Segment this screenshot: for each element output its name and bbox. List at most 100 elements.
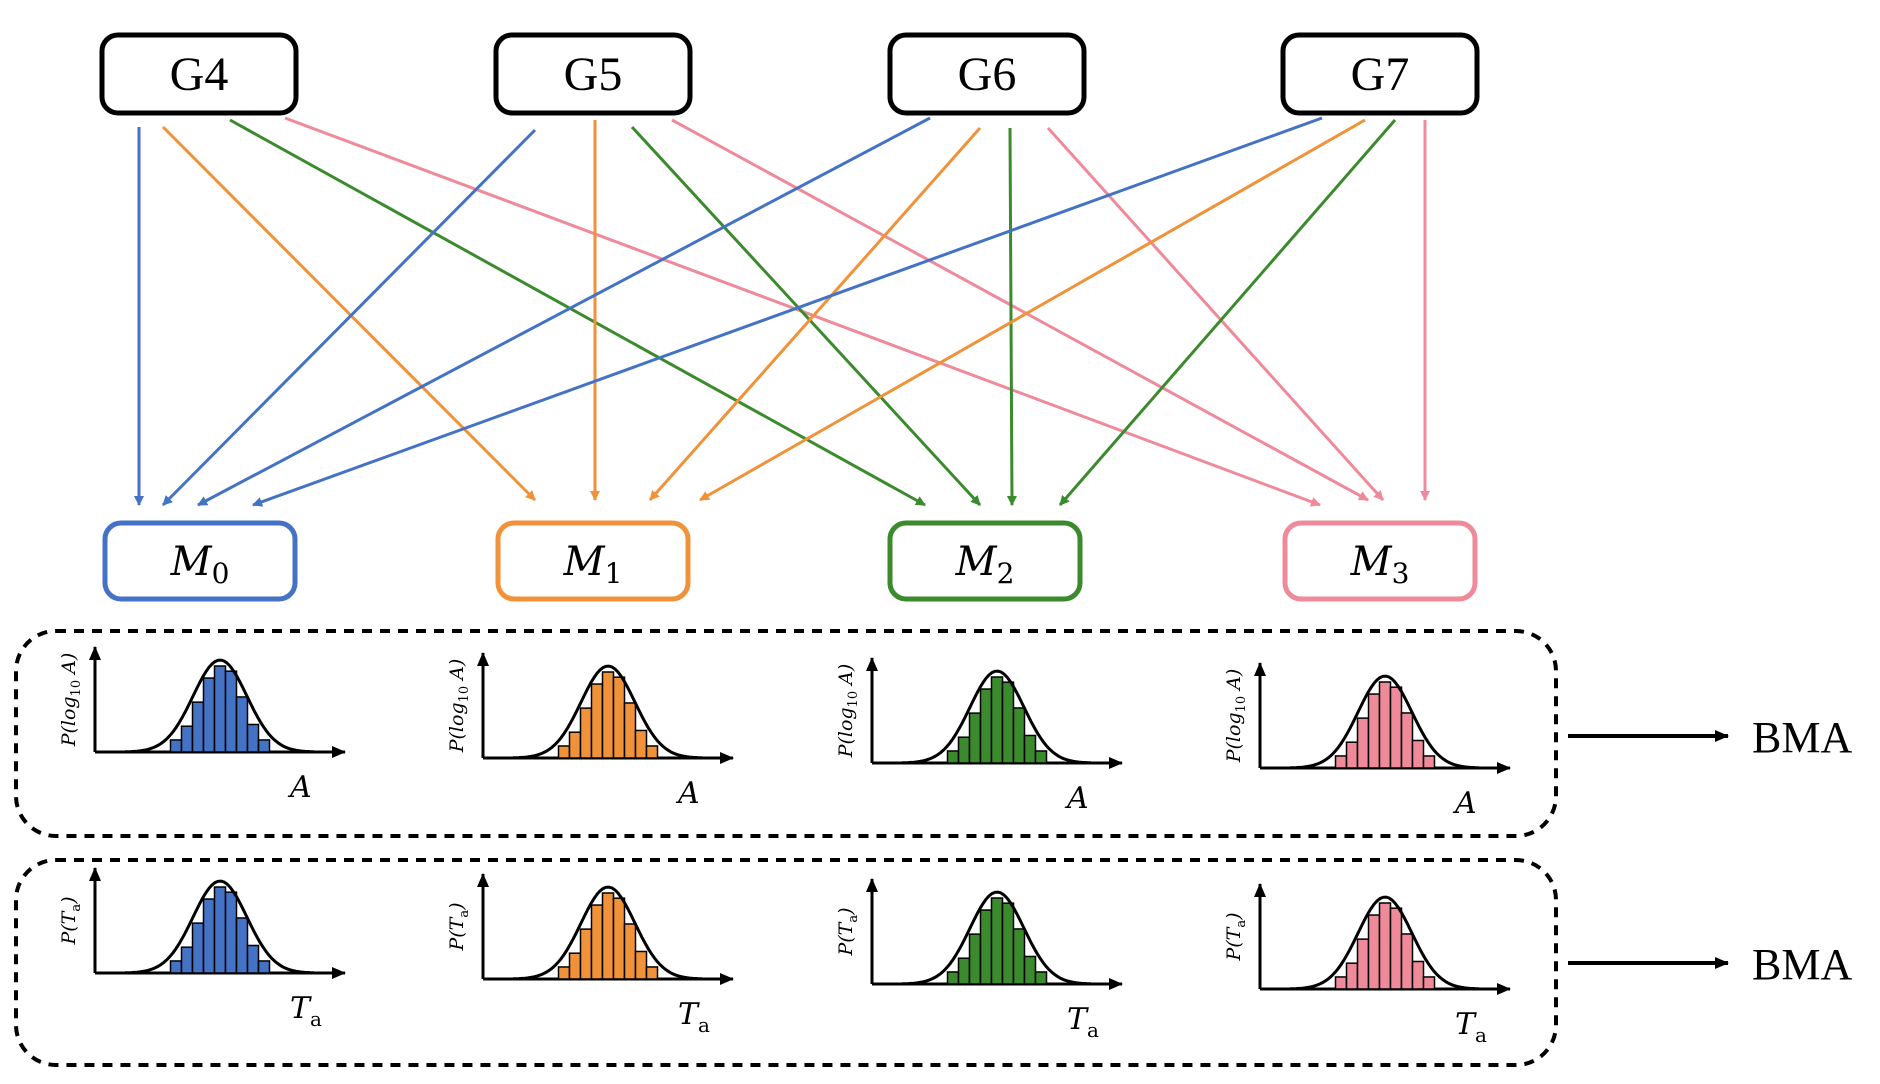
histogram-bar	[957, 957, 971, 985]
y-axis-label-sub: 10	[846, 691, 861, 708]
posterior-group-temperature	[14, 858, 1558, 1067]
x-axis-label-sub: a	[698, 1013, 710, 1037]
y-axis-label-tail: A)	[835, 664, 857, 691]
y-axis-label-tail: )	[1223, 912, 1245, 920]
histogram-bar	[568, 731, 582, 759]
posterior-plot-row1-m1: A P(log10 A)	[446, 652, 734, 811]
gaussian-curve	[1289, 895, 1480, 991]
histogram-bar	[202, 677, 216, 753]
edge-g5-to-m0	[161, 128, 537, 507]
model-node-m2: M2	[887, 520, 1083, 602]
posterior-plots: AP(log10 A)AP(log10 A)AP(log10 A)AP(log1…	[58, 646, 1511, 1047]
histogram-bar	[1012, 928, 1026, 985]
x-axis-label-main: A	[1064, 781, 1089, 816]
posterior-plot-row2-m0: Ta P(Ta)	[58, 867, 346, 1031]
y-axis-label-main: P(T	[1223, 926, 1245, 961]
histogram-bar	[612, 676, 626, 759]
histogram-bar	[1422, 976, 1436, 990]
histogram-bar	[579, 707, 593, 759]
source-node-g7: G7	[1280, 32, 1480, 116]
y-axis-label-sub: 10	[1234, 696, 1249, 713]
x-axis-label-main: A	[1452, 786, 1477, 821]
histogram-bar	[1400, 933, 1414, 990]
histogram-bar	[1345, 741, 1359, 769]
histogram-bar	[169, 960, 183, 974]
y-axis-label-tail: )	[58, 896, 80, 904]
y-axis-label: P(Ta)	[58, 896, 84, 945]
histogram-bar	[634, 729, 648, 759]
histogram-bar	[634, 950, 648, 980]
posterior-plot-row1-m3: A P(log10 A)	[1223, 662, 1511, 821]
histogram-bar	[1001, 902, 1015, 985]
histogram-bar	[1334, 755, 1348, 769]
x-axis-label-main: A	[675, 776, 700, 811]
histogram-bar	[968, 933, 982, 985]
x-axis-label: Ta	[290, 991, 322, 1031]
posterior-plot-row2-m3: TaP(Ta)	[1223, 883, 1511, 1047]
source-node-g5: G5	[493, 32, 693, 116]
edge-g4-to-m2	[229, 118, 926, 507]
histogram-bar	[257, 739, 271, 753]
x-axis-label-main: A	[287, 770, 312, 805]
bma-label: BMA	[1752, 713, 1852, 762]
histogram-bar	[1356, 938, 1370, 990]
edges-group	[134, 116, 1430, 507]
histogram-bar	[1034, 750, 1048, 764]
y-axis-label: P(log10 A)	[446, 659, 472, 754]
y-axis-label-tail: A)	[446, 659, 468, 686]
histogram-bar	[645, 966, 659, 980]
histogram-bar	[1400, 712, 1414, 769]
histogram-bar	[169, 739, 183, 753]
posterior-plot-row2-m1: TaP(Ta)	[446, 873, 734, 1037]
histogram-bar	[579, 928, 593, 980]
x-axis-label: A	[287, 770, 312, 805]
y-axis-label-main: P(log	[835, 707, 857, 758]
histogram-bar	[191, 922, 205, 974]
histogram-bar	[1345, 962, 1359, 990]
histogram-bar	[590, 683, 604, 759]
histogram-bar	[235, 696, 249, 753]
x-axis-label-main: T	[678, 997, 700, 1032]
model-node-m3: M3	[1282, 520, 1478, 602]
x-axis-label: Ta	[1067, 1002, 1099, 1042]
x-axis-label: Ta	[1455, 1007, 1487, 1047]
histogram-bar	[601, 671, 615, 759]
y-axis-label-sub: 10	[69, 680, 84, 697]
gaussian-curve	[512, 885, 703, 981]
x-axis-label: A	[1452, 786, 1477, 821]
bma-output-row-1: BMA	[1568, 713, 1852, 762]
histogram-bar	[213, 665, 227, 753]
source-label: G5	[564, 48, 623, 101]
histogram-bar	[191, 701, 205, 753]
histogram-bar	[1023, 955, 1037, 985]
histogram-bar	[213, 886, 227, 974]
histogram-bar	[1378, 902, 1392, 990]
gaussian-curve	[1289, 674, 1480, 770]
edge-g5-to-m3	[671, 118, 1369, 502]
x-axis-label: Ta	[678, 997, 710, 1037]
model-subscript: 3	[1392, 557, 1410, 590]
histogram-bar	[968, 712, 982, 764]
histogram-bar	[557, 966, 571, 980]
model-subscript: 1	[605, 557, 623, 590]
model-symbol: M	[563, 539, 606, 585]
x-axis-label-sub: a	[1087, 1018, 1099, 1042]
histogram-bar	[1378, 681, 1392, 769]
source-label: G6	[958, 48, 1017, 101]
y-axis-label: P(log10 A)	[835, 664, 861, 759]
y-axis-label-main: P(log	[1223, 712, 1245, 763]
edge-g6-to-m0	[197, 116, 931, 507]
edge-g6-to-m3	[1046, 126, 1385, 502]
source-node-g6: G6	[887, 32, 1087, 116]
y-axis-label: P(Ta)	[835, 907, 861, 956]
edge-g6-to-m1	[648, 127, 982, 501]
histogram-bar	[990, 676, 1004, 764]
histogram-bar	[590, 904, 604, 980]
model-symbol: M	[170, 539, 213, 585]
gaussian-curve	[901, 669, 1092, 765]
x-axis-label-main: T	[1067, 1002, 1089, 1037]
y-axis-label-tail: A)	[58, 653, 80, 680]
posterior-plot-row2-m2: Ta P(Ta)	[835, 878, 1123, 1042]
histogram-bar	[623, 923, 637, 980]
